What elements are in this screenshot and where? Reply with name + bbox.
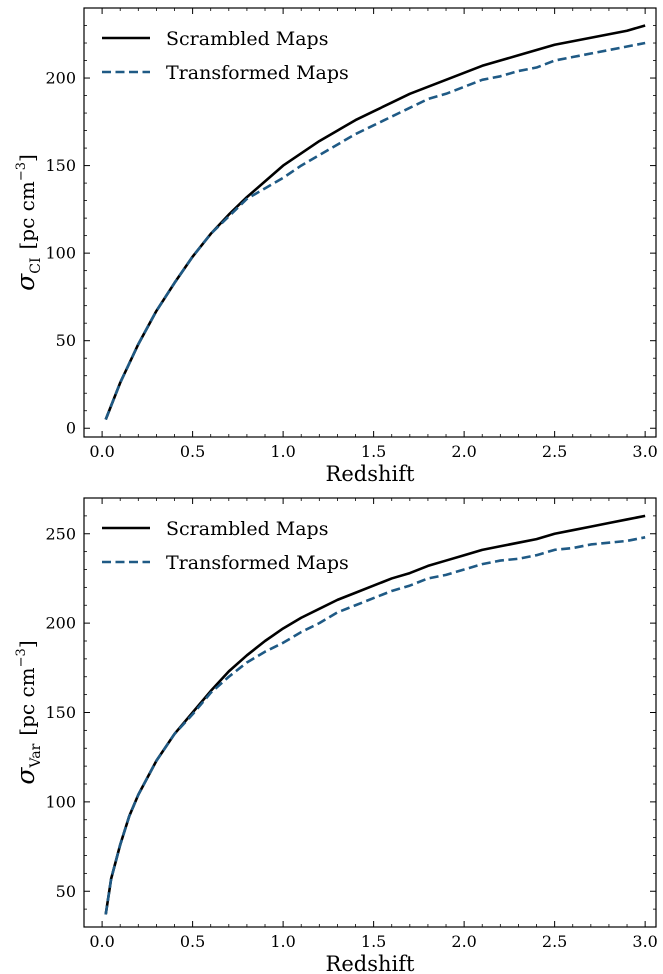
y-tick-label: 150 (45, 156, 76, 175)
y-axis-unit: [pc cm (15, 667, 39, 735)
y-tick-label: 150 (45, 703, 76, 722)
x-axis-label: Redshift (326, 952, 415, 974)
chart-panel-2: 0.0 0.5 1.0 1.5 2.0 2.5 3.0 50 100 150 200 250 Redsh… (11, 497, 658, 974)
y-tick-label: 0 (66, 419, 76, 438)
y-axis-unit-close: ] (15, 640, 39, 648)
x-tick-label: 0.0 (89, 442, 114, 461)
y-axis-subscript: CI (28, 258, 44, 274)
series-line-transformed-maps (104, 41, 646, 420)
y-tick-label: 100 (45, 244, 76, 263)
y-tick-label: 200 (45, 69, 76, 88)
legend-label: Transformed Maps (166, 62, 349, 84)
y-axis-subscript: Var (28, 743, 44, 768)
x-tick-label: 2.0 (451, 932, 476, 951)
x-tick-label: 1.5 (361, 932, 386, 951)
legend-label: Transformed Maps (166, 552, 349, 574)
y-axis-label: σCI [pc cm−3] (11, 154, 44, 291)
y-axis-unit: [pc cm (15, 181, 39, 249)
x-tick-label: 0.5 (180, 442, 205, 461)
legend: Scrambled Maps Transformed Maps (102, 28, 349, 84)
series-line-transformed-maps (104, 536, 646, 915)
y-tick-label: 100 (45, 792, 76, 811)
y-axis-label: σVar [pc cm−3] (11, 640, 44, 784)
x-tick-label: 2.5 (542, 442, 567, 461)
y-tick-label: 250 (45, 524, 76, 543)
series-line-scrambled-maps (104, 514, 646, 915)
x-tick-label: 2.0 (451, 442, 476, 461)
y-axis-symbol: σ (11, 273, 40, 291)
y-axis-unit-close: ] (15, 154, 39, 162)
x-tick-label: 3.0 (632, 932, 657, 951)
plot-frame (83, 7, 657, 438)
y-tick-label: 50 (56, 331, 76, 350)
y-axis-unit-exponent: −3 (14, 648, 29, 667)
x-tick-label: 1.5 (361, 442, 386, 461)
y-tick-label: 50 (56, 882, 76, 901)
y-tick-label: 200 (45, 614, 76, 633)
x-axis-label: Redshift (326, 462, 415, 486)
x-tick-label: 1.0 (270, 932, 295, 951)
legend-label: Scrambled Maps (166, 518, 328, 540)
series-line-scrambled-maps (104, 24, 646, 420)
x-tick-label: 1.0 (270, 442, 295, 461)
legend-label: Scrambled Maps (166, 28, 328, 50)
y-axis-unit-exponent: −3 (14, 162, 29, 181)
y-axis-symbol: σ (11, 767, 40, 785)
x-tick-label: 3.0 (632, 442, 657, 461)
x-tick-label: 0.0 (89, 932, 114, 951)
x-tick-label: 0.5 (180, 932, 205, 951)
legend: Scrambled Maps Transformed Maps (102, 518, 349, 574)
chart-panel-1: 0.0 0.5 1.0 1.5 2.0 2.5 3.0 0 50 100 150 200 Redshif… (11, 7, 658, 486)
x-tick-label: 2.5 (542, 932, 567, 951)
